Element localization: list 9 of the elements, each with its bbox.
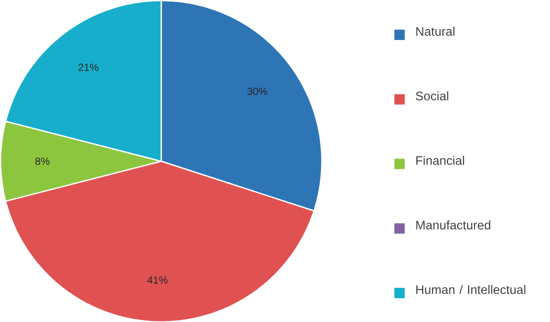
legend-label: Social <box>416 91 448 100</box>
legend-label: Manufactured <box>416 220 490 230</box>
legend-label: Financial <box>416 156 464 165</box>
data-label: 21% <box>78 63 98 71</box>
data-label: 30% <box>247 87 268 95</box>
legend-label: Human / Intellectual <box>416 284 526 294</box>
legend-label: Natural <box>416 26 454 36</box>
data-label: 41% <box>147 276 168 284</box>
data-label: 8% <box>35 157 50 165</box>
